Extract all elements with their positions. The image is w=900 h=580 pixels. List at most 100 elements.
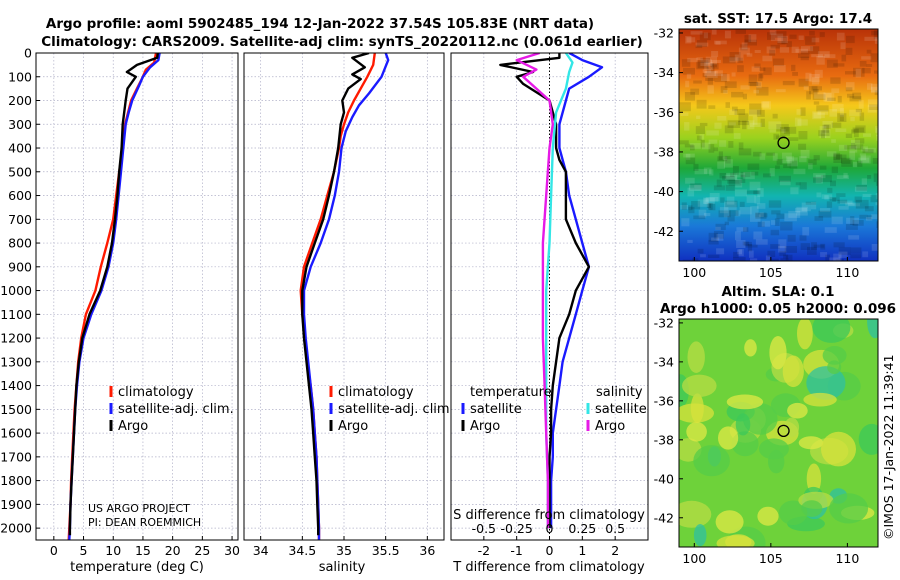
sst-texture-cell [727,215,735,222]
sst-texture-cell [867,215,873,220]
sst-texture-cell [738,142,744,150]
sst-texture-cell [816,192,822,198]
sst-texture-cell [734,54,744,61]
x-tick-label: 0 [546,543,554,558]
sla-blob [798,436,824,450]
y-tick-label: 200 [8,93,32,108]
sst-texture-cell [801,202,811,212]
sla-argo-float-marker [777,424,790,438]
sst-texture-cell [811,242,817,250]
sst-texture-cell [877,32,878,39]
x-tick-label: 30 [224,543,240,558]
sst-texture-cell [732,166,739,175]
y-tick-label: 1100 [0,307,32,322]
temperature-panel: 0 5 10 15 20 25 30 0 100 200 300 400 500 600 700 800 90… [0,46,240,576]
x-tick-label: 10 [105,543,121,558]
sst-texture-cell [685,153,691,160]
sst-texture-cell [816,56,825,65]
sst-texture-cell [823,92,832,102]
series-line-temperature-argo [499,53,591,529]
sst-texture-cell [735,210,741,217]
sst-texture-cell [874,70,878,74]
sst-texture-cell [866,49,872,54]
sst-texture-cell [718,210,731,218]
sst-texture-cell [793,168,806,175]
sst-texture-cell [837,113,847,122]
salinity-difference-xlabel: S difference from climatology [453,508,645,523]
legend-temp-satellite-label: satellite [470,402,522,417]
sst-texture-cell [739,201,745,207]
sst-texture-cell [769,30,777,35]
sst-texture-cell [846,217,859,224]
sst-texture-cell [679,140,689,145]
sst-texture-cell [847,203,860,207]
sst-texture-cell [708,144,715,153]
sst-texture-cell [698,209,707,218]
sst-texture-cell [800,149,810,159]
sst-texture-cell [688,185,702,191]
sst-texture-cell [724,201,737,210]
sst-texture-cell [725,184,735,191]
sst-texture-cell [716,179,722,187]
sst-texture-cell [859,61,867,67]
sst-texture-cell [862,67,871,74]
sst-texture-cell [815,174,823,184]
sst-texture-cell [833,154,843,163]
sst-texture-cell [745,244,758,248]
sst-texture-cell [870,86,878,93]
sst-texture-cell [788,210,801,218]
sst-texture-cell [696,40,707,47]
x-tick-label: 5 [80,543,88,558]
sst-texture-cell [859,214,868,219]
sst-texture-cell [809,30,815,36]
legend-climatology-label: climatology [338,385,414,400]
legend-satellite-label: satellite-adj. clim. [118,402,234,417]
sst-texture-cell [777,35,788,43]
sst-texture-cell [694,168,708,175]
sst-texture-cell [782,152,792,159]
sst-texture-cell [841,54,847,62]
sst-texture-cell [705,71,718,78]
sst-texture-cell [719,207,729,214]
sst-map-title: sat. SST: 17.5 Argo: 17.4 [684,11,872,27]
map-y-tick-label: -34 [654,354,674,369]
sst-texture-cell [779,180,791,186]
sst-texture-cell [811,77,820,85]
sst-texture-cell [700,57,710,63]
copyright-stamp: ©IMOS 17-Jan-2022 11:39:41 [881,354,896,540]
sst-texture-cell [872,158,878,164]
sst-texture-cell [736,172,746,178]
map-y-tick-label: -42 [654,510,674,525]
sst-texture-cell [856,160,863,167]
sst-texture-cell [836,175,849,180]
sst-texture-cell [744,39,757,46]
sst-texture-cell [710,63,717,68]
y-tick-label: 2000 [0,521,32,536]
sst-texture-cell [769,49,776,56]
temperature-grid [36,52,238,540]
sst-texture-cell [703,213,711,217]
sla-blob [769,336,787,370]
difference-legend: temperature satellite Argo salinity sate… [461,385,647,434]
sst-texture-cell [783,163,791,169]
sst-texture-cell [813,112,825,119]
sst-texture-cell [850,142,856,149]
sst-texture-cell [849,146,858,153]
temperature-xticks: 0 5 10 15 20 25 30 [50,536,240,558]
sst-texture-cell [850,254,862,259]
sst-texture-cell [725,102,730,108]
sla-texture [679,319,878,547]
sst-texture-cell [700,254,706,258]
sst-texture-cell [750,122,762,127]
sst-texture-cell [866,64,873,67]
sst-texture-cell [805,36,816,45]
sst-texture-cell [799,235,807,241]
sst-texture-cell [744,35,752,43]
sst-texture-cell [808,159,817,165]
sst-texture-cell [775,31,787,38]
sst-texture-cell [831,166,838,174]
sst-texture-cell [853,128,859,138]
sst-texture-cell [704,198,709,205]
sst-texture-cell [837,95,842,103]
sst-texture-cell [686,37,696,43]
